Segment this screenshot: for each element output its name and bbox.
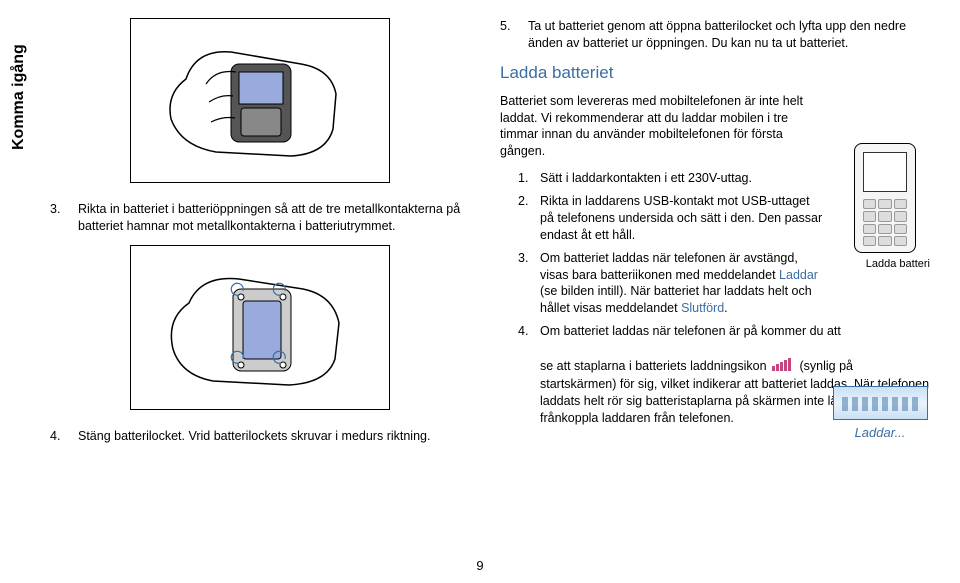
phone-caption: Ladda batteri [840, 257, 930, 272]
list-item-5: 5. Ta ut batteriet genom att öppna batte… [500, 18, 930, 52]
loading-graphic [833, 386, 928, 420]
right-column: 5. Ta ut batteriet genom att öppna batte… [500, 18, 930, 455]
figure-close-cover [130, 245, 390, 410]
step-4: 4. Om batteriet laddas när telefonen är … [518, 323, 930, 340]
step-3-link-slutford: Slutförd [681, 301, 724, 315]
loading-caption: Laddar... [830, 424, 930, 442]
list-num-4: 4. [50, 428, 78, 445]
list-item-3: 3. Rikta in batteriet i batteriöppningen… [50, 201, 470, 235]
page-number: 9 [0, 557, 960, 575]
step-3-num: 3. [518, 250, 540, 318]
phone-screen [863, 152, 907, 192]
list-text-4: Stäng batterilocket. Vrid batterilockets… [78, 428, 470, 445]
step-2-text: Rikta in laddarens USB-kontakt mot USB-u… [540, 193, 825, 244]
section-heading-charge: Ladda batteriet [500, 62, 930, 85]
step-3-text: Om batteriet laddas när telefonen är avs… [540, 250, 825, 318]
step-1-text: Sätt i laddarkontakten i ett 230V-uttag. [540, 170, 825, 187]
figure-loading-indicator: Laddar... [830, 386, 930, 442]
step-3: 3. Om batteriet laddas när telefonen är … [518, 250, 825, 318]
list-item-4: 4. Stäng batterilocket. Vrid batterilock… [50, 428, 470, 445]
step-3-mid: (se bilden intill). När batteriet har la… [540, 284, 812, 315]
list-text-3: Rikta in batteriet i batteriöppningen så… [78, 201, 470, 235]
page-content: 3. Rikta in batteriet i batteriöppningen… [0, 0, 960, 455]
step-3-link-laddar: Laddar [779, 268, 818, 282]
list-text-5: Ta ut batteriet genom att öppna batteril… [528, 18, 930, 52]
step-2-num: 2. [518, 193, 540, 244]
tail-pre: se att staplarna i batteriets laddningsi… [540, 359, 770, 373]
side-section-label: Komma igång [8, 44, 30, 150]
left-column: 3. Rikta in batteriet i batteriöppningen… [50, 18, 470, 455]
step-4-num: 4. [518, 323, 540, 340]
step-3-pre: Om batteriet laddas när telefonen är avs… [540, 251, 798, 282]
charge-steps-wide: 4. Om batteriet laddas när telefonen är … [518, 323, 930, 340]
figure-insert-battery [130, 18, 390, 183]
step-2: 2. Rikta in laddarens USB-kontakt mot US… [518, 193, 825, 244]
list-num-3: 3. [50, 201, 78, 235]
battery-bars-icon [772, 358, 794, 376]
phone-keypad [863, 199, 907, 246]
phone-outline [854, 143, 916, 253]
list-num-5: 5. [500, 18, 528, 52]
step-3-post: . [724, 301, 727, 315]
figure-phone-charging: Ladda batteri [840, 143, 930, 288]
step-1: 1. Sätt i laddarkontakten i ett 230V-utt… [518, 170, 825, 187]
step-4-text: Om batteriet laddas när telefonen är på … [540, 323, 930, 340]
hand-phone-illustration-2 [161, 261, 361, 396]
hand-phone-illustration-1 [161, 34, 361, 169]
step-1-num: 1. [518, 170, 540, 187]
